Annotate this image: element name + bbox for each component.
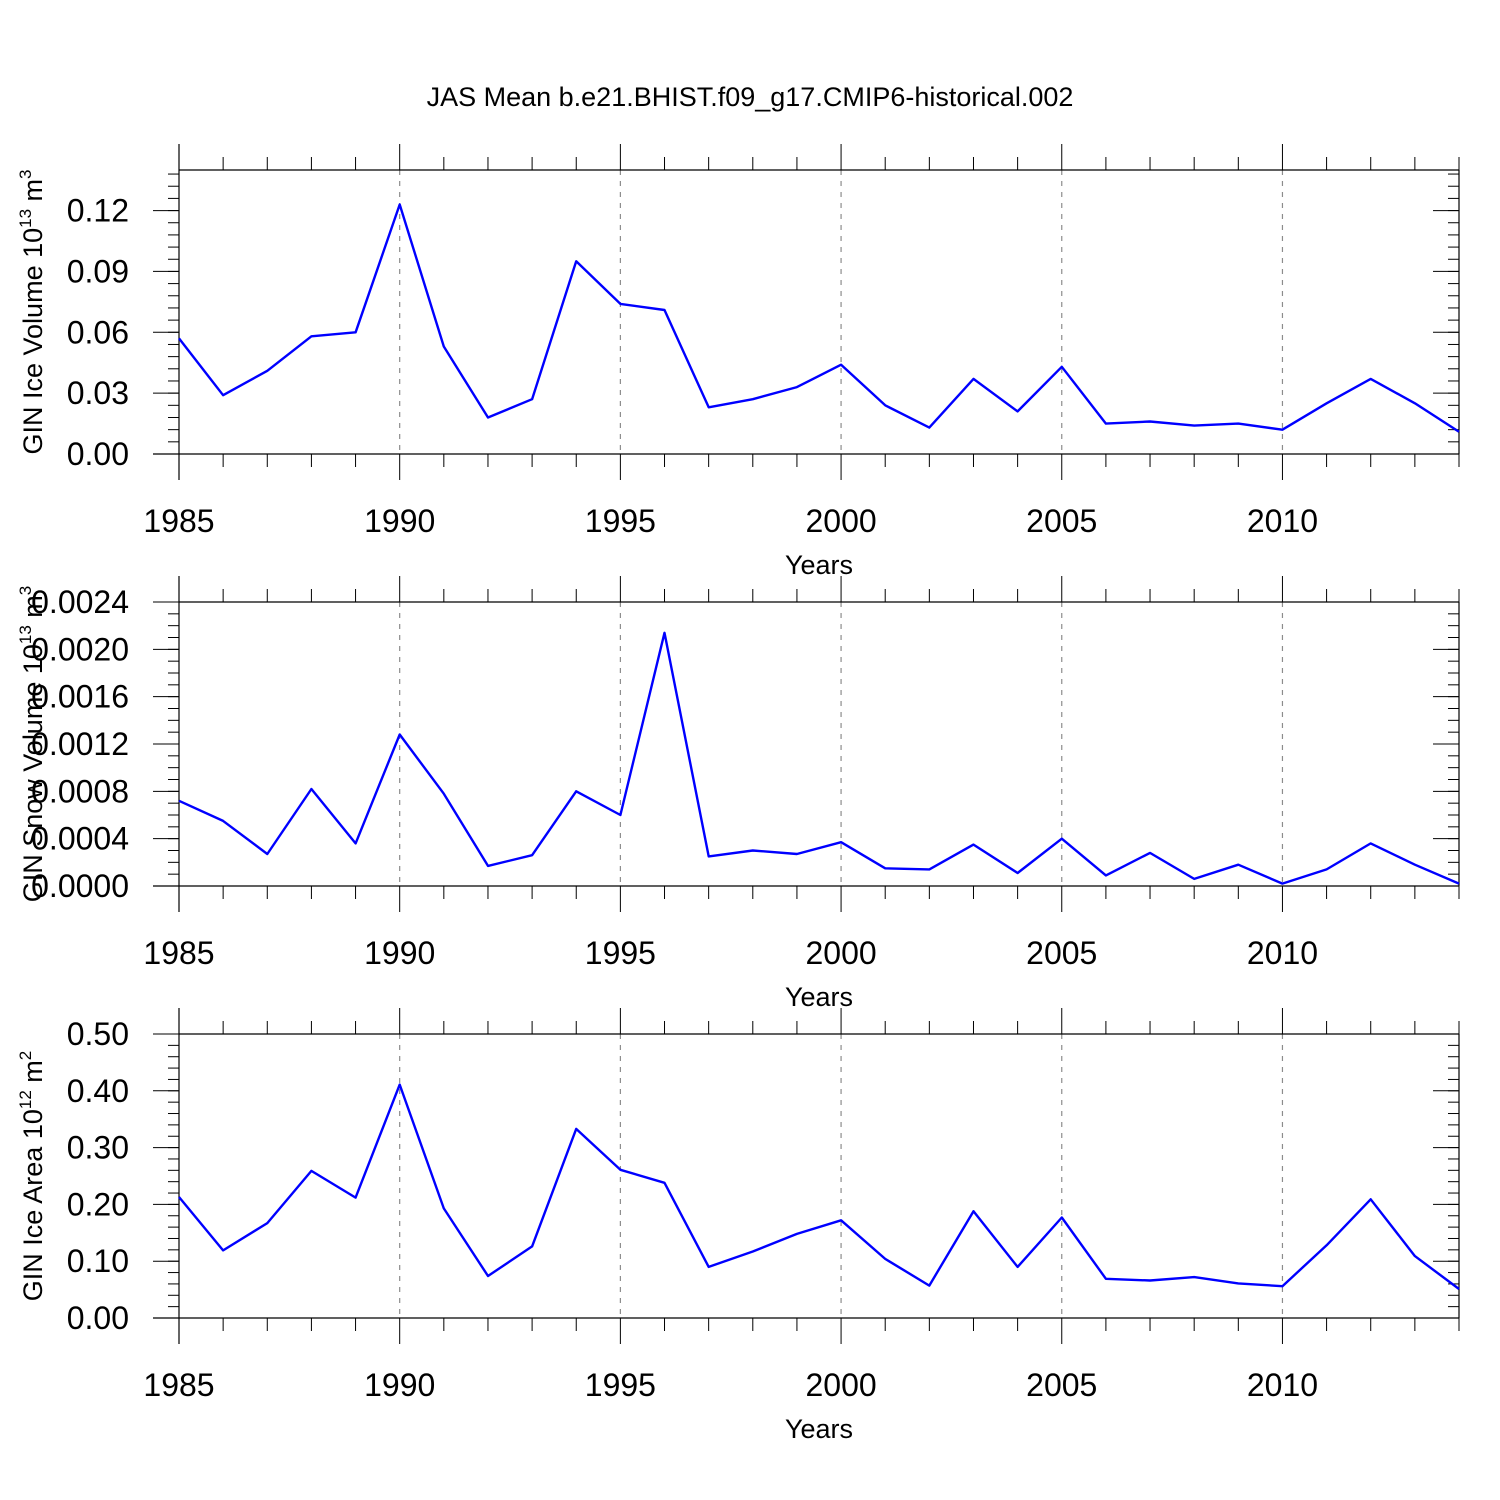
panel-ice-volume: 0.00 0.03 0.06 0.09 0.12 1985 1990 1995 2000 2005…: [16, 144, 1460, 580]
x-tick-label: 2005: [1026, 935, 1097, 971]
y-tick-label: 0.50: [67, 1016, 129, 1052]
x-tick-label: 1990: [364, 1367, 435, 1403]
y-tick-label: 0.0012: [31, 726, 129, 762]
y-tick-label: 0.0024: [31, 584, 129, 620]
y-tick-label: 0.0020: [31, 631, 129, 667]
panel-ice-area: 0.00 0.10 0.20 0.30 0.40 0.50 1985 1990 1995 2000…: [16, 1008, 1460, 1444]
y-tick-label: 0.0008: [31, 773, 129, 809]
y-tick-label: 0.30: [67, 1130, 129, 1166]
x-tick-label: 1990: [364, 503, 435, 539]
x-tick-label: 1990: [364, 935, 435, 971]
x-tick-label: 1995: [585, 503, 656, 539]
y-tick-label: 0.20: [67, 1186, 129, 1222]
y-axis-title: GIN Ice Area 1012 m2: [16, 1051, 48, 1302]
y-tick-label: 0.10: [67, 1243, 129, 1279]
series-line: [178, 631, 1460, 885]
y-tick-label: 0.09: [67, 253, 129, 289]
y-tick-label: 0.40: [67, 1073, 129, 1109]
x-tick-label: 2000: [805, 1367, 876, 1403]
x-tick-label: 1995: [585, 935, 656, 971]
y-tick-label: 0.0004: [31, 821, 129, 857]
series-line: [178, 203, 1460, 433]
chart-title: JAS Mean b.e21.BHIST.f09_g17.CMIP6-histo…: [427, 82, 1074, 112]
y-tick-label: 0.12: [67, 193, 129, 229]
x-tick-label: 2005: [1026, 1367, 1097, 1403]
y-tick-label: 0.00: [67, 436, 129, 472]
x-tick-label: 2010: [1247, 935, 1318, 971]
x-axis-title: Years: [785, 550, 853, 580]
x-axis-title: Years: [785, 1414, 853, 1444]
y-tick-label: 0.00: [67, 1300, 129, 1336]
y-axis-title: GIN Snow Volume 1013 m3: [16, 586, 48, 903]
y-axis-title: GIN Ice Volume 1013 m3: [16, 169, 48, 454]
y-tick-label: 0.0016: [31, 679, 129, 715]
x-tick-label: 2010: [1247, 503, 1318, 539]
series-line: [178, 1083, 1460, 1290]
y-tick-label: 0.0000: [31, 868, 129, 904]
x-tick-label: 2010: [1247, 1367, 1318, 1403]
y-tick-label: 0.03: [67, 375, 129, 411]
x-tick-label: 2000: [805, 935, 876, 971]
x-tick-label: 2005: [1026, 503, 1097, 539]
x-tick-label: 1985: [143, 935, 214, 971]
panel-snow-volume: 0.0000 0.0004 0.0008 0.0012 0.0016 0.0020 0.00…: [16, 576, 1460, 1012]
x-tick-label: 1985: [143, 503, 214, 539]
x-tick-label: 1995: [585, 1367, 656, 1403]
x-tick-label: 2000: [805, 503, 876, 539]
x-axis-title: Years: [785, 982, 853, 1012]
x-tick-label: 1985: [143, 1367, 214, 1403]
y-tick-label: 0.06: [67, 314, 129, 350]
